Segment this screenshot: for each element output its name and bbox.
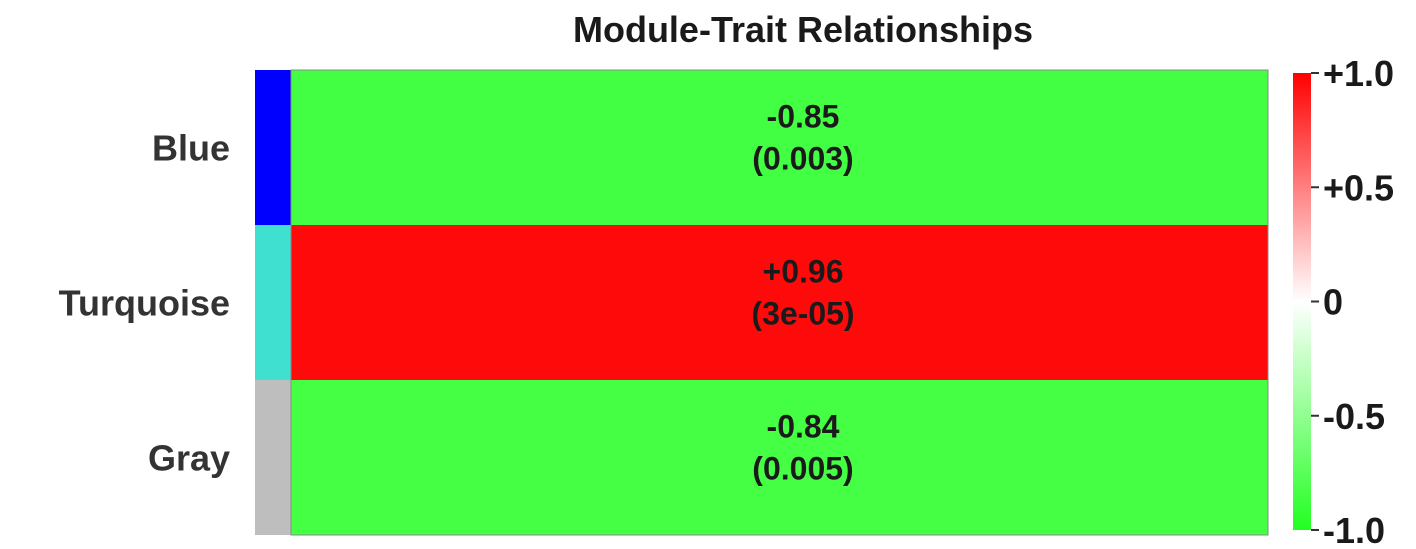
cell-value-gray: -0.84 xyxy=(767,409,840,445)
heatmap-cell-gray xyxy=(291,380,1268,535)
cell-value-blue: -0.85 xyxy=(767,99,840,135)
heatmap-border xyxy=(290,69,1269,536)
colorbar-tick-label: +0.5 xyxy=(1323,167,1394,208)
heatmap-cell-turquoise xyxy=(291,225,1268,380)
row-label-gray: Gray xyxy=(148,438,230,479)
module-color-gray xyxy=(255,380,291,535)
cell-pvalue-blue: (0.003) xyxy=(752,141,853,177)
colorbar-tick-label: -1.0 xyxy=(1323,510,1385,549)
row-label-turquoise: Turquoise xyxy=(59,283,230,324)
colorbar-tick-label: -0.5 xyxy=(1323,396,1385,437)
colorbar-gradient xyxy=(1293,73,1311,530)
heatmap-cell-blue xyxy=(291,70,1268,225)
colorbar-tick-label: +1.0 xyxy=(1323,53,1394,94)
colorbar-tick-label: 0 xyxy=(1323,282,1343,323)
module-color-blue xyxy=(255,70,291,225)
heatmap-body: Blue -0.85 (0.003) Turquoise +0.96 (3e-05) Gra… xyxy=(59,69,1269,536)
cell-value-turquoise: +0.96 xyxy=(763,254,844,290)
cell-pvalue-turquoise: (3e-05) xyxy=(751,296,854,332)
cell-pvalue-gray: (0.005) xyxy=(752,451,853,487)
colorbar: +1.0 +0.5 0 -0.5 -1.0 xyxy=(1293,53,1394,549)
module-color-turquoise xyxy=(255,225,291,380)
chart-title: Module-Trait Relationships xyxy=(573,9,1033,50)
row-label-blue: Blue xyxy=(152,128,230,169)
